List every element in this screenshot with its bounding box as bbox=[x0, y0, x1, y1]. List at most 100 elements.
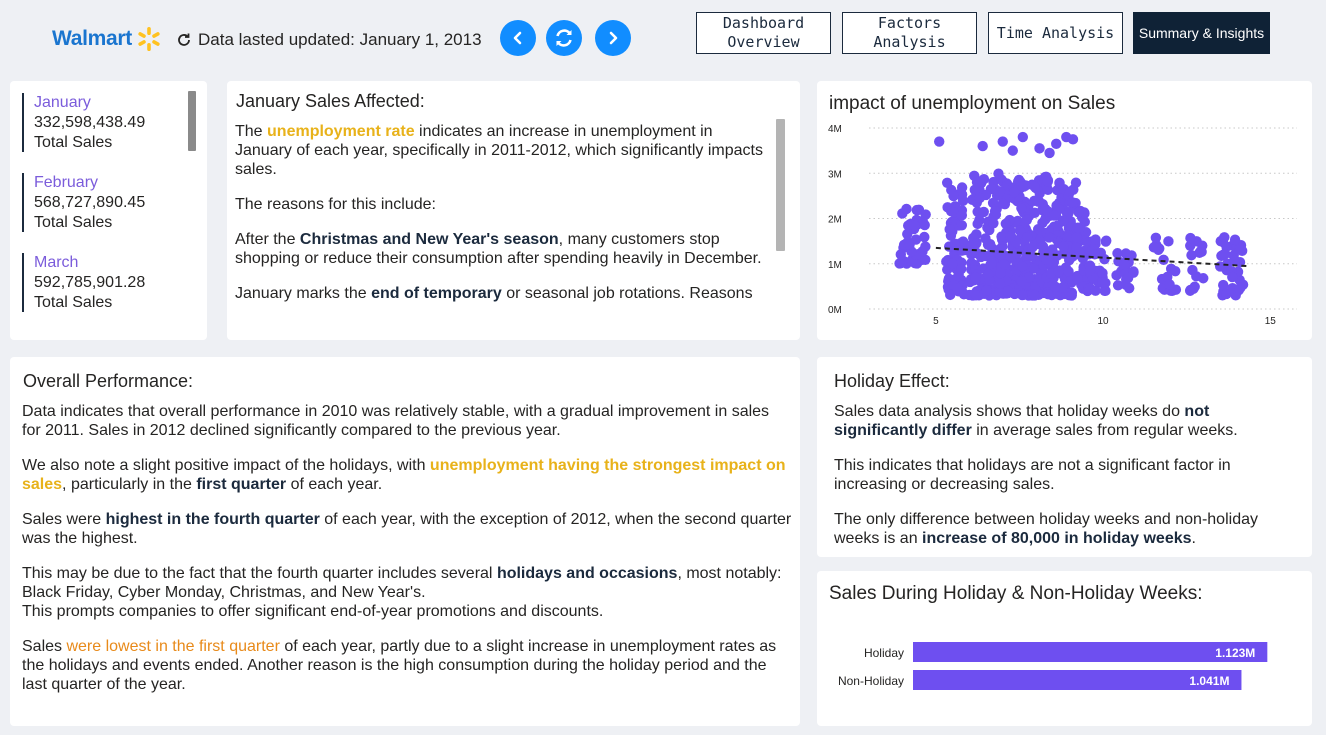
scatter-point bbox=[1029, 290, 1040, 301]
y-tick-label: 4M bbox=[828, 124, 842, 135]
holiday-bar-chart: Holiday 1.123M Non-Holiday 1.041M bbox=[838, 642, 1268, 690]
tab-summary-insights[interactable]: Summary & Insights bbox=[1133, 12, 1270, 54]
scatter-point bbox=[1124, 282, 1135, 294]
bold-text: not significantly differ bbox=[834, 403, 1210, 439]
scatter-point bbox=[982, 268, 994, 280]
scatter-point bbox=[955, 263, 967, 275]
scatter-point bbox=[1072, 272, 1083, 284]
month-item-february: February 568,727,890.45 Total Sales bbox=[22, 173, 145, 232]
reset-icon bbox=[556, 29, 572, 47]
scatter-point bbox=[980, 233, 991, 244]
scatter-point bbox=[1021, 214, 1032, 226]
previous-page-button[interactable] bbox=[500, 20, 536, 56]
walmart-spark-icon bbox=[138, 27, 160, 51]
scatter-point bbox=[1234, 244, 1246, 255]
text-span: The only difference between holiday week… bbox=[834, 511, 1258, 547]
scatter-point bbox=[1099, 254, 1110, 265]
scatter-point bbox=[1047, 244, 1058, 255]
january-card-title: January Sales Affected: bbox=[236, 91, 425, 111]
scatter-point bbox=[1111, 270, 1122, 281]
month-value: 332,598,438.49 bbox=[34, 114, 146, 131]
text-span: January marks the bbox=[235, 285, 372, 302]
y-tick-label: 2M bbox=[828, 215, 842, 226]
scatter-point bbox=[1044, 147, 1055, 159]
scatter-point bbox=[1148, 242, 1160, 253]
month-item-march: March 592,785,901.28 Total Sales bbox=[22, 253, 145, 312]
text-span: This prompts companies to offer signific… bbox=[22, 603, 604, 620]
reset-button[interactable] bbox=[546, 20, 582, 56]
scatter-point bbox=[1064, 186, 1076, 197]
scatter-chart-title: impact of unemployment on Sales bbox=[829, 93, 1116, 114]
scrollbar-thumb[interactable] bbox=[776, 119, 785, 251]
scatter-point bbox=[970, 290, 982, 301]
scatter-point bbox=[972, 218, 983, 230]
month-value: 592,785,901.28 bbox=[34, 274, 146, 291]
tab-label-line1: Dashboard bbox=[722, 14, 805, 32]
text-span: of each year, partly due to a slight inc… bbox=[22, 638, 777, 693]
scatter-point bbox=[1029, 181, 1040, 192]
scatter-point bbox=[1164, 279, 1175, 290]
bar-category-label: Holiday bbox=[864, 646, 904, 660]
month-label: Total Sales bbox=[34, 214, 113, 231]
text-span: of each year, with the exception of 2012… bbox=[22, 511, 792, 547]
month-label: Total Sales bbox=[34, 294, 113, 311]
tab-time-analysis[interactable]: Time Analysis bbox=[988, 12, 1123, 54]
tab-dashboard-overview[interactable]: Dashboard Overview bbox=[696, 12, 831, 54]
tab-label: Time Analysis bbox=[996, 23, 1115, 42]
text-span: Sales data analysis shows that holiday w… bbox=[834, 403, 1185, 420]
scatter-point bbox=[975, 251, 987, 263]
tab-label-line2: Overview bbox=[727, 33, 800, 51]
holiday-card-text: Sales data analysis shows that holiday w… bbox=[834, 402, 1274, 564]
scatter-point bbox=[920, 209, 931, 220]
january-paragraph-3: After the Christmas and New Year's seaso… bbox=[235, 230, 765, 268]
january-paragraph-1: The unemployment rate indicates an incre… bbox=[235, 122, 765, 179]
holiday-paragraph-3: The only difference between holiday week… bbox=[834, 510, 1274, 548]
scatter-point bbox=[902, 228, 913, 240]
x-tick-label: 10 bbox=[1098, 316, 1110, 327]
bar-category-label: Non-Holiday bbox=[838, 674, 904, 688]
holiday-card-title: Holiday Effect: bbox=[834, 371, 950, 391]
scatter-point bbox=[997, 198, 1008, 209]
scatter-point bbox=[1016, 275, 1027, 287]
scatter-point bbox=[957, 236, 969, 247]
scatter-point bbox=[1067, 197, 1078, 208]
scatter-point bbox=[1071, 242, 1082, 253]
scatter-point bbox=[1195, 246, 1206, 257]
scatter-point bbox=[945, 289, 956, 301]
scrollbar-thumb[interactable] bbox=[188, 91, 196, 151]
scatter-point bbox=[1052, 220, 1063, 231]
scatter-point bbox=[1112, 248, 1123, 259]
scatter-point bbox=[1227, 271, 1238, 283]
bar-holiday[interactable] bbox=[913, 642, 1268, 662]
scatter-point bbox=[904, 239, 915, 250]
tab-factors-analysis[interactable]: Factors Analysis bbox=[842, 12, 977, 54]
scatter-point bbox=[1120, 248, 1132, 259]
scatter-point bbox=[1163, 236, 1174, 247]
logo-text: Walmart bbox=[52, 27, 132, 50]
scatter-point bbox=[1029, 207, 1040, 218]
scatter-point bbox=[1185, 232, 1196, 244]
scatter-point bbox=[920, 254, 931, 265]
overall-paragraph-4: This may be due to the fact that the fou… bbox=[22, 564, 792, 621]
scatter-point bbox=[1067, 134, 1079, 145]
bold-text: end of temporary bbox=[371, 285, 502, 302]
bar-non-holiday[interactable] bbox=[913, 670, 1242, 690]
top-bar: Walmart Data lasted updated: January 1, … bbox=[0, 0, 1326, 78]
scatter-point bbox=[956, 210, 968, 221]
scatter-point bbox=[1073, 207, 1084, 218]
scatter-point bbox=[971, 176, 983, 188]
text-span: This may be due to the fact that the fou… bbox=[22, 565, 497, 582]
text-span: After the bbox=[235, 231, 300, 248]
scatter-points bbox=[894, 131, 1249, 301]
scatter-point bbox=[1005, 231, 1017, 242]
scatter-point bbox=[1042, 184, 1054, 196]
holiday-effect-card: Holiday Effect: Sales data analysis show… bbox=[817, 357, 1312, 557]
month-label: Total Sales bbox=[34, 134, 113, 151]
scatter-point bbox=[1024, 249, 1036, 261]
january-paragraph-4: January marks the end of temporary or se… bbox=[235, 284, 765, 303]
scatter-point bbox=[1170, 265, 1181, 277]
holiday-bar-card: Sales During Holiday & Non-Holiday Weeks… bbox=[817, 571, 1312, 726]
next-page-button[interactable] bbox=[595, 20, 631, 56]
scatter-point bbox=[974, 192, 985, 204]
scatter-point bbox=[1229, 234, 1241, 245]
